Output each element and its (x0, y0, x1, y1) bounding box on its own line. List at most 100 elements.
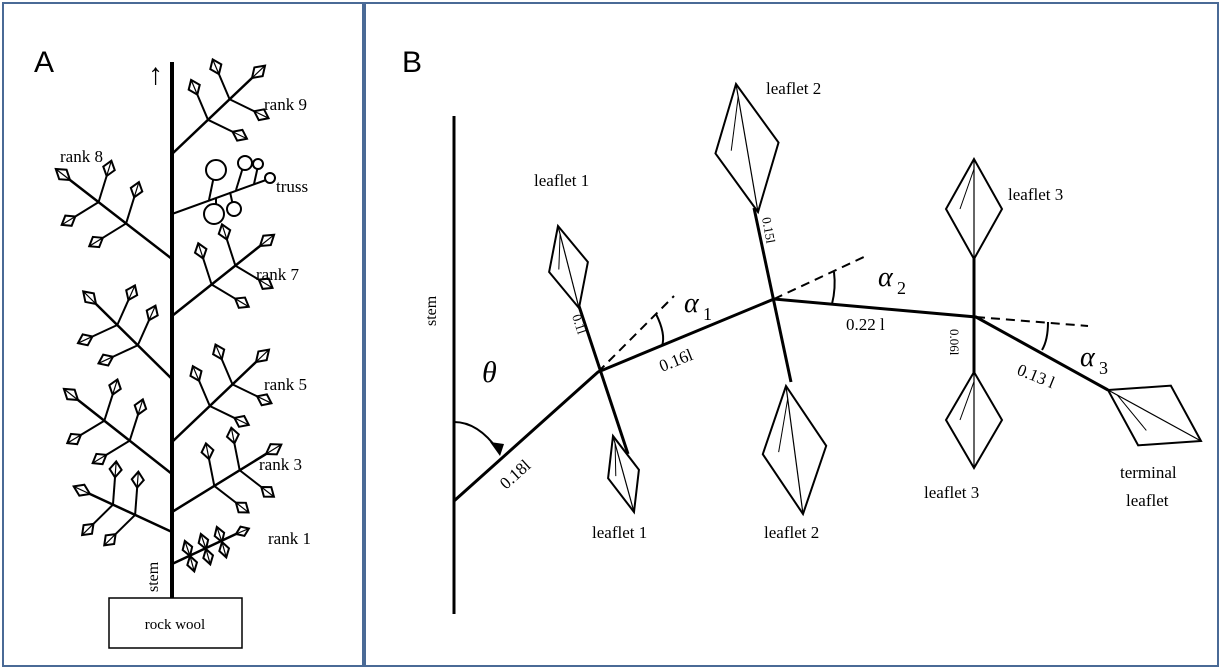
leaflet-stalk (196, 94, 209, 121)
svg-text:α: α (1080, 342, 1096, 373)
rank-1-leaflet-midrib (189, 555, 195, 572)
leaflet-stalk (125, 197, 136, 224)
panel-letter-a: A (34, 46, 54, 79)
terminal-leaflet-7-midrib (259, 234, 275, 247)
leaflet-9-midrib (190, 79, 198, 95)
rank-3-label: rank 3 (259, 455, 302, 474)
terminal-leaflet-6-midrib (82, 290, 97, 305)
leaflet-stalk (209, 405, 235, 419)
leaf-rachis (95, 303, 173, 380)
leaflet-stalk (233, 443, 241, 471)
leaflet-3-top-label: leaflet 3 (1008, 185, 1063, 204)
truss-label: truss (276, 177, 308, 196)
angle-reference-lines (597, 255, 1089, 373)
leaflet-stalk (207, 118, 234, 133)
leaflet-stalk (211, 283, 236, 300)
leaflet-3-upper-vein (959, 168, 975, 210)
leaflet-5-midrib (234, 417, 250, 426)
leaflet-5-midrib (192, 365, 200, 382)
leaflet-2-midrib (136, 471, 139, 488)
leaflet-stalk (111, 477, 117, 505)
truss (171, 155, 276, 225)
leaflet-3-lower-vein (959, 381, 975, 421)
leaflet-9-midrib (232, 131, 248, 140)
rank-1-leaflet-midrib (221, 541, 227, 558)
segment-1-length: 0.18l (496, 456, 535, 493)
rank-1-leaflet-midrib (205, 548, 211, 565)
leaflet-2-top-label: leaflet 2 (766, 79, 821, 98)
panel-letter-b: B (402, 46, 422, 79)
petiole-1-length: 0.1l (569, 312, 590, 336)
leaflet-stalk (103, 394, 114, 422)
rock-wool-block (108, 597, 243, 649)
leaf-geometry-diagram: B stem θ leaflet 1 le (402, 46, 1203, 614)
terminal-leaflet-5-midrib (255, 349, 270, 363)
petiole-3-length: 0.06l (947, 329, 962, 356)
leaflet-3-midrib (230, 427, 235, 444)
leaf-rachis (171, 77, 253, 155)
leaf-rachis (171, 452, 267, 514)
leaflet-9-midrib (212, 59, 220, 75)
terminal-leaflet-label-line2: leaflet (1126, 491, 1169, 510)
svg-text:α: α (878, 262, 894, 293)
svg-text:2: 2 (897, 278, 906, 298)
terminal-leaflet-midrib (1107, 389, 1202, 442)
leaflet-stalk (136, 319, 150, 346)
leaflet-7-midrib (221, 224, 228, 240)
leaflet-6-midrib (77, 335, 93, 344)
theta-label: θ (482, 356, 497, 389)
leaflet-stalk (198, 380, 211, 407)
leaflet-9-midrib (253, 110, 269, 119)
leaflet-stalk (229, 98, 255, 113)
leaflet-stalk (239, 469, 262, 488)
leaflet-2-midrib (114, 461, 117, 478)
leaflet-6-midrib (127, 285, 136, 301)
alpha-3-label: α 3 (1080, 342, 1108, 378)
leaflet-1-upper-vein (558, 234, 561, 270)
terminal-leaflet-label-line1: terminal (1120, 463, 1177, 482)
leaf-rachis (171, 245, 261, 317)
rank-1-leaflet-midrib (216, 526, 223, 543)
terminal-leaflet-3-midrib (265, 444, 282, 455)
leaflet-stalk (102, 222, 127, 239)
leaflet-1-top-label: leaflet 1 (534, 171, 589, 190)
segment-2-length: 0.16l (656, 345, 695, 376)
leaf-group (54, 57, 283, 574)
leaflet-2-midrib (81, 523, 94, 536)
leaflet-1-lower-vein (614, 443, 617, 477)
leaf-rachis (89, 492, 173, 534)
growth-arrow: ↑ (148, 58, 163, 91)
leaflet-stalk (97, 175, 108, 203)
leaflet-8-midrib (61, 215, 76, 226)
segment-4-length: 0.13 l (1015, 360, 1058, 392)
leaflet-7-midrib (234, 298, 250, 308)
rank-1-label: rank 1 (268, 529, 311, 548)
terminal-leaflet-8-midrib (55, 168, 71, 181)
plant-architecture-diagram: A ↑ rock wool stem rank 9 rank 8 tru (34, 46, 311, 649)
panel-b: B stem θ leaflet 1 le (364, 2, 1219, 667)
stem-label-b: stem (423, 295, 440, 326)
leaflet-stalk (116, 299, 130, 326)
leaflet-3-midrib (205, 443, 210, 460)
terminal-leaflet-2-midrib (73, 485, 91, 495)
leaflet-stalk (225, 239, 237, 266)
terminal-leaflet-4-midrib (63, 388, 79, 401)
terminal-leaflet-9-midrib (251, 65, 266, 79)
leaflet-2-midrib (103, 533, 117, 546)
leaflet-6-midrib (98, 356, 114, 364)
rank-9-label: rank 9 (264, 95, 307, 114)
leaflet-stalk (232, 383, 258, 398)
leaflet-6-midrib (148, 305, 157, 321)
leaflet-3-midrib (235, 502, 249, 513)
leaflet-2-lower-midrib (785, 385, 804, 515)
leaflet-1-upper-midrib (557, 225, 580, 309)
stem-label: stem (145, 561, 162, 592)
svg-text:1: 1 (703, 304, 712, 324)
leaflet-2-bottom-label: leaflet 2 (764, 523, 819, 542)
leaflet-4-midrib (92, 454, 107, 464)
leaflet-1-lower-midrib (612, 435, 635, 513)
leaf-rachis (69, 179, 173, 260)
rank-1-rachis (171, 532, 237, 566)
leaflet-8-midrib (106, 160, 112, 177)
leaflet-2-upper-midrib (735, 83, 759, 213)
